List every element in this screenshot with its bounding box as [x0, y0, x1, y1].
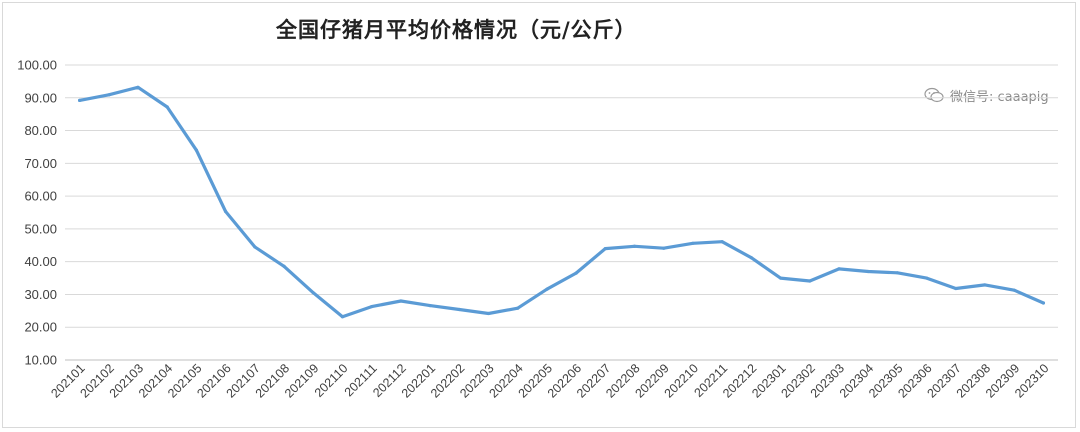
- y-tick-label: 100.00: [17, 58, 57, 73]
- y-tick-label: 50.00: [24, 221, 57, 236]
- data-point: [311, 291, 315, 295]
- data-point: [486, 311, 491, 316]
- data-point: [778, 276, 783, 280]
- data-point: [924, 276, 929, 280]
- data-point: [895, 271, 899, 275]
- y-tick-label: 80.00: [24, 123, 57, 138]
- series-layer: [77, 85, 1046, 319]
- data-point: [632, 244, 637, 248]
- data-point: [545, 287, 549, 291]
- data-point: [428, 303, 432, 308]
- data-point: [691, 241, 695, 245]
- data-point: [574, 271, 578, 275]
- data-point: [194, 148, 199, 152]
- data-point: [837, 267, 841, 271]
- y-tick-label: 90.00: [24, 90, 57, 105]
- data-point: [516, 306, 520, 310]
- data-point: [866, 269, 870, 274]
- gridlines: [65, 64, 1058, 361]
- data-point: [399, 299, 403, 303]
- data-point: [983, 283, 987, 287]
- data-point: [136, 85, 140, 89]
- data-point: [808, 279, 812, 283]
- data-point: [1012, 288, 1016, 292]
- wechat-icon: [924, 87, 944, 103]
- y-tick-label: 40.00: [24, 254, 57, 269]
- data-point: [107, 93, 111, 97]
- y-tick-label: 60.00: [24, 189, 57, 204]
- y-axis-ticks: 10.00 20.00 30.00 40.00 50.00 60.00 70.00 80.00…: [17, 58, 57, 368]
- data-point: [954, 286, 958, 291]
- data-point: [720, 240, 724, 244]
- watermark: 微信号: caaapig: [924, 84, 1049, 106]
- data-point: [78, 98, 82, 102]
- y-tick-label: 70.00: [24, 156, 57, 171]
- x-axis-ticks: 2021012021022021032021042021052021062021…: [48, 361, 1051, 400]
- data-point: [282, 264, 286, 268]
- data-point: [253, 245, 257, 249]
- y-tick-label: 30.00: [24, 287, 57, 302]
- data-point: [340, 315, 345, 319]
- series-line: [77, 85, 1046, 319]
- y-tick-label: 20.00: [24, 320, 57, 335]
- x-tick-label: 202110: [312, 361, 351, 400]
- data-point: [224, 209, 228, 214]
- data-point: [457, 307, 461, 312]
- data-point: [749, 256, 753, 260]
- data-point: [603, 246, 607, 251]
- watermark-text: 微信号: caaapig: [950, 89, 1049, 105]
- data-point: [370, 304, 374, 309]
- data-point: [1041, 301, 1045, 305]
- data-point: [662, 246, 666, 250]
- chart-title: 全国仔猪月平均价格情况（元/公斤）: [276, 17, 637, 42]
- data-point: [165, 105, 169, 109]
- y-tick-label: 10.00: [24, 353, 57, 368]
